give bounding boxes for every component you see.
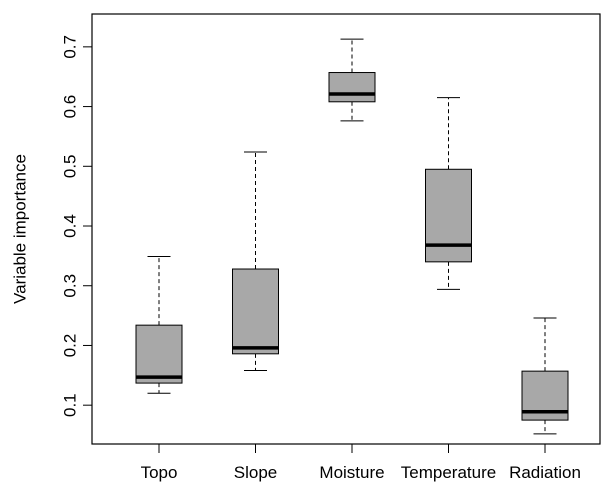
y-tick-label: 0.6 — [61, 95, 80, 119]
y-axis: 0.1 0.2 0.3 0.4 0.5 0.6 0.7 — [61, 35, 93, 417]
x-axis: Topo Slope Moisture Temperature Radiation — [141, 443, 581, 482]
y-tick-label: 0.1 — [61, 393, 80, 417]
iqr-box — [328, 72, 376, 103]
y-tick-label: 0.5 — [61, 154, 80, 178]
boxes-layer — [135, 38, 569, 435]
x-tick-label-radiation: Radiation — [509, 463, 581, 482]
y-tick-label: 0.2 — [61, 334, 80, 358]
x-tick-label-topo: Topo — [141, 463, 178, 482]
x-tick-label-moisture: Moisture — [319, 463, 384, 482]
y-tick-label: 0.4 — [61, 214, 80, 238]
x-tick-label-temperature: Temperature — [401, 463, 496, 482]
box-moisture — [328, 38, 376, 122]
iqr-box — [425, 168, 472, 263]
iqr-box — [232, 268, 279, 355]
box-slope — [232, 151, 279, 372]
x-tick-label-slope: Slope — [234, 463, 277, 482]
box-topo — [135, 255, 183, 394]
y-tick-label: 0.3 — [61, 274, 80, 298]
y-axis-title: Variable importance — [11, 154, 30, 304]
y-tick-label: 0.7 — [61, 35, 80, 59]
iqr-box — [135, 324, 183, 384]
box-temperature — [425, 97, 472, 290]
box-radiation — [521, 317, 569, 435]
